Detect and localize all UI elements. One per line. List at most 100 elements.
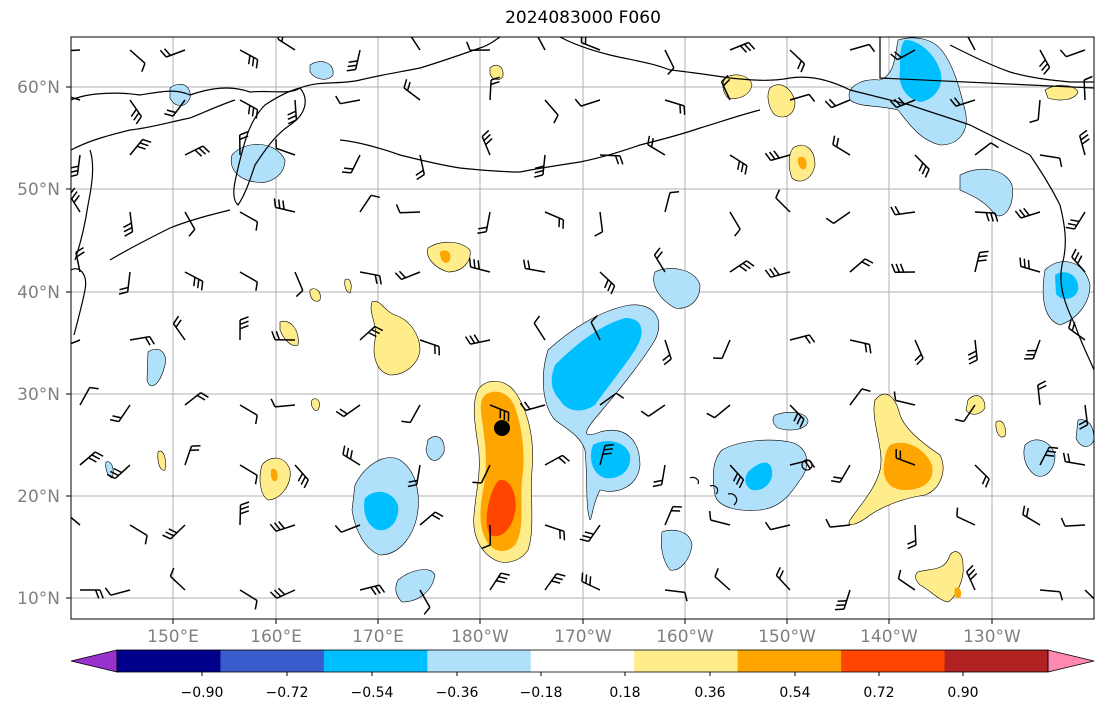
wind-barb-feather	[603, 448, 613, 451]
wind-barb	[489, 404, 509, 414]
wind-barb-feather	[899, 263, 905, 273]
wind-barb-feather	[1023, 258, 1026, 268]
lon-tick-label: 170°E	[352, 627, 404, 647]
lat-tick-label: 20°N	[17, 487, 60, 507]
wind-barb	[129, 335, 150, 341]
contour-blue-tiny-1	[425, 436, 445, 461]
wind-barb-feather	[254, 475, 258, 485]
wind-barb-feather	[483, 133, 491, 142]
wind-barb	[1071, 256, 1086, 273]
wind-barb-feather	[255, 221, 259, 231]
coastlines	[71, 37, 1094, 506]
wind-barb-feather	[162, 534, 171, 540]
wind-barb	[239, 99, 258, 111]
wind-barb-feather	[825, 518, 831, 528]
wind-barb	[581, 41, 601, 51]
wind-barb-feather	[149, 336, 155, 345]
wind-barb	[599, 211, 604, 232]
wind-barb-feather	[714, 568, 719, 577]
wind-barb	[770, 271, 791, 278]
wind-barb-feather	[1037, 384, 1047, 391]
wind-barb-feather	[1079, 129, 1088, 137]
wind-barb-feather	[1018, 209, 1026, 218]
wind-barb-feather	[914, 353, 922, 362]
wind-barb-feather	[469, 335, 476, 344]
wind-barb-feather	[924, 168, 930, 178]
lon-tick-label: 130°W	[963, 627, 1021, 647]
wind-barb-feather	[477, 260, 480, 270]
wind-barb-feather	[76, 251, 85, 258]
wind-barb-feather	[1096, 604, 1100, 612]
wind-barb-feather	[868, 44, 876, 53]
wind-barb	[839, 464, 851, 483]
wind-barb-feather	[921, 165, 927, 175]
wind-barb-feather	[367, 331, 377, 338]
wind-barb-feather	[165, 531, 175, 537]
contour-yellow-small-2	[279, 320, 299, 346]
wind-barb-feather	[897, 97, 906, 105]
wind-barb	[599, 271, 616, 287]
wind-barb	[896, 99, 916, 109]
wind-barb-feather	[287, 114, 297, 120]
wind-barb-feather	[271, 331, 276, 340]
wind-barb-feather	[708, 510, 712, 521]
wind-barb	[184, 392, 202, 406]
wind-barb-feather	[416, 173, 425, 181]
wind-barb	[544, 99, 559, 116]
open-circle-marker	[801, 459, 813, 471]
wind-barb-feather	[473, 259, 476, 269]
coast-sakhalin	[74, 149, 94, 261]
wind-barb-feather	[824, 100, 833, 109]
wind-barb-feather	[579, 538, 589, 543]
wind-barb-feather	[604, 279, 609, 289]
latitude-axis: 10°N 20°N 30°N 40°N 50°N 60°N	[17, 78, 71, 609]
wind-barb-feather	[748, 41, 756, 50]
wind-barb-feather	[833, 476, 843, 480]
wind-barb	[648, 404, 666, 417]
wind-barb-feather	[240, 505, 250, 511]
contour-blue-okhotsk	[309, 61, 334, 80]
wind-barb	[342, 453, 361, 466]
wind-barb-feather	[1067, 222, 1077, 227]
wind-barb-feather	[640, 410, 649, 417]
wind-barb	[770, 524, 791, 531]
wind-barb-feather	[562, 454, 570, 462]
wind-barb	[974, 252, 981, 273]
wind-barb-feather	[490, 80, 500, 86]
wind-barb	[974, 142, 992, 156]
wind-barb	[789, 93, 810, 101]
wind-barb	[770, 154, 791, 162]
wind-barb-feather	[104, 587, 112, 596]
wind-barb-feather	[1023, 207, 1030, 216]
wind-barb-feather	[830, 480, 841, 484]
wind-barb	[481, 136, 491, 156]
colorbar-extend-low	[70, 649, 118, 673]
wind-barb-feather	[1070, 219, 1080, 223]
lat-tick-label: 60°N	[17, 78, 60, 98]
wind-barb	[1020, 211, 1041, 219]
wind-barb-feather	[734, 228, 741, 237]
wind-barb-feather	[1060, 517, 1066, 527]
wind-barb-feather	[409, 26, 414, 33]
wind-barb-feather	[71, 169, 79, 173]
contour-red-center	[486, 479, 516, 537]
coast-kamchatka	[233, 87, 306, 206]
colorbar-segment	[117, 650, 221, 672]
wind-barb-feather	[144, 336, 151, 346]
wind-barb	[79, 451, 96, 466]
wind-barb	[775, 197, 791, 213]
longitude-axis: 150°E 160°E 170°E 180°W 170°W 160°W 150°W 140°W…	[147, 619, 1021, 647]
wind-barb-feather	[775, 189, 781, 199]
wind-barb	[239, 271, 258, 283]
wind-barb-feather	[1079, 424, 1088, 430]
wind-barb-feather	[797, 60, 802, 70]
wind-barb-feather	[113, 467, 123, 474]
wind-barb-feather	[172, 315, 180, 325]
colorbar-extend-high	[1047, 649, 1095, 673]
wind-barb-feather	[1078, 419, 1088, 426]
wind-barb	[664, 339, 672, 360]
contour-cyan-alaska	[899, 40, 942, 102]
wind-barb-feather	[342, 445, 346, 455]
wind-barb-feather	[977, 259, 987, 262]
wind-barb-feather	[742, 262, 751, 270]
